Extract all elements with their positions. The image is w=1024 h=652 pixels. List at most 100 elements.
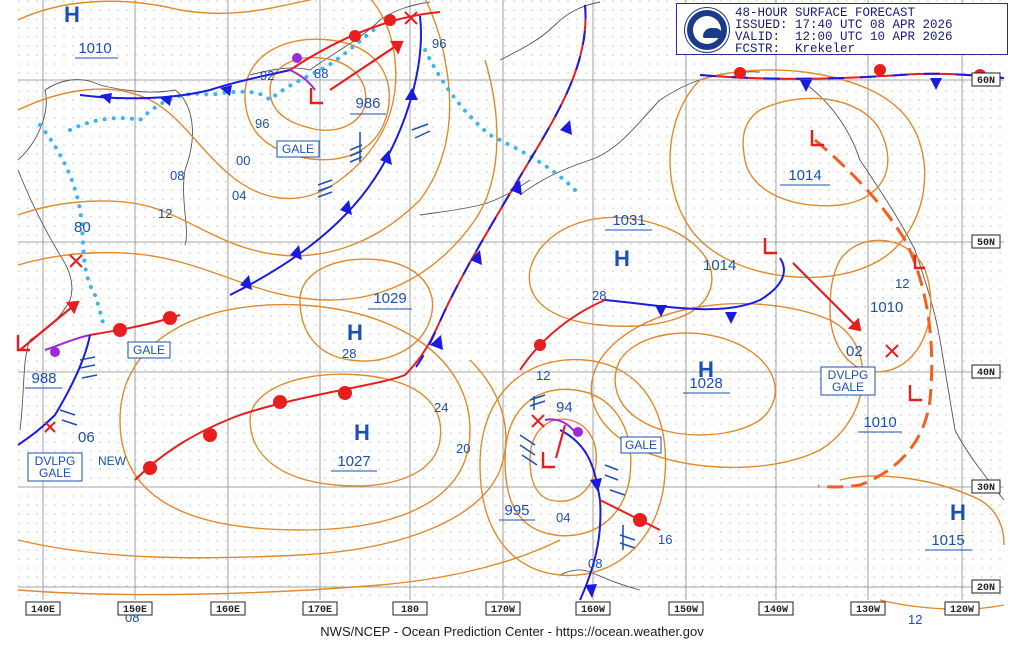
low-l-symbol bbox=[541, 452, 555, 469]
x-mark bbox=[404, 11, 418, 25]
isobar bbox=[119, 303, 471, 531]
occlusion-point bbox=[50, 347, 60, 357]
ice-edge-line bbox=[38, 123, 107, 332]
isobar bbox=[17, 359, 507, 559]
high-markers: H H H H H H bbox=[64, 2, 966, 525]
warm-front bbox=[289, 11, 441, 71]
cold-front-barb bbox=[220, 85, 232, 96]
cold-front-barb bbox=[100, 93, 112, 104]
wind-barb bbox=[619, 525, 636, 550]
cold-front-barb bbox=[725, 312, 737, 324]
dvlpg-text-coast: DVLPG bbox=[828, 368, 869, 382]
longitude-label-box bbox=[210, 601, 246, 616]
axis-labels: 140E 150E 160E 170E 180 170W 160W 150W 140W 130W 1… bbox=[25, 72, 1001, 616]
longitude-label: 140E bbox=[31, 605, 55, 616]
cold-front-barb bbox=[930, 78, 942, 90]
isobar bbox=[829, 239, 932, 373]
low-l-symbol bbox=[763, 238, 777, 255]
isobar bbox=[249, 373, 442, 487]
isobar bbox=[839, 475, 1005, 546]
longitude-label: 140W bbox=[764, 605, 788, 616]
cold-front-barb bbox=[590, 478, 602, 492]
low-pressure-coast: 1010 bbox=[863, 414, 896, 431]
low-pressure-japan: 988 bbox=[31, 370, 56, 387]
central-pressures: 1010 1029 1027 1031 1028 1015 986 988 99… bbox=[31, 40, 964, 549]
high-letter-ne: H bbox=[614, 246, 630, 271]
warm-front bbox=[519, 299, 606, 371]
isobar-label: 28 bbox=[592, 288, 606, 303]
cold-front-barb bbox=[240, 275, 252, 290]
wind-barb bbox=[529, 394, 546, 410]
gale-box bbox=[276, 140, 320, 158]
warm-front bbox=[599, 499, 661, 531]
longitude-label: 170E bbox=[308, 605, 332, 616]
wind-barb bbox=[59, 409, 78, 426]
isobar-label: 04 bbox=[556, 510, 570, 525]
isobar bbox=[529, 418, 597, 502]
isobar-label: 16 bbox=[658, 532, 672, 547]
gale-text-bering: GALE bbox=[282, 142, 314, 156]
gale-text-japan: GALE bbox=[133, 343, 165, 357]
high-pressure-nw: 1010 bbox=[78, 40, 111, 57]
latitude-label-box bbox=[971, 364, 1001, 379]
cold-front-barb bbox=[380, 150, 392, 165]
wind-barb bbox=[79, 356, 98, 379]
isobar bbox=[528, 216, 713, 327]
isobar bbox=[479, 358, 667, 577]
ice-edge-line bbox=[423, 48, 577, 192]
asia-coast bbox=[17, 169, 73, 431]
latitude-label-box bbox=[971, 479, 1001, 494]
north-america-coast bbox=[799, 79, 1005, 501]
cold-front-barb bbox=[655, 305, 667, 317]
chukotka-coast bbox=[249, 1, 431, 76]
cold-front-barb bbox=[470, 250, 482, 265]
latitude-label: 60N bbox=[977, 76, 995, 87]
longitude-label: 160W bbox=[581, 605, 605, 616]
cold-front bbox=[17, 334, 91, 446]
latitude-label-box bbox=[971, 234, 1001, 249]
cold-front-barb bbox=[560, 120, 572, 135]
isobar-label: 24 bbox=[434, 400, 448, 415]
high-pressure-ne: 1031 bbox=[612, 212, 645, 229]
noaa-logo bbox=[685, 8, 729, 52]
latitude-label-box bbox=[971, 72, 1001, 87]
header-title: 48-HOUR SURFACE FORECAST bbox=[735, 6, 916, 20]
low-l-symbol bbox=[908, 385, 922, 402]
isobar bbox=[17, 539, 561, 596]
stationary-front-cold bbox=[699, 72, 1005, 80]
cold-front-barb bbox=[585, 584, 597, 598]
high-pressure-e: 1028 bbox=[689, 375, 722, 392]
low-l-symbol bbox=[309, 88, 323, 105]
longitude-label: 170W bbox=[491, 605, 515, 616]
warm-front-bump bbox=[349, 30, 361, 42]
latitude-label: 40N bbox=[977, 368, 995, 379]
isobar-label: 12 bbox=[895, 276, 909, 291]
isobar-label: 12 bbox=[158, 206, 172, 221]
longitude-label: 180 bbox=[401, 605, 419, 616]
isobar-label: 88 bbox=[314, 66, 328, 81]
isobar-label: 12 bbox=[536, 368, 550, 383]
isobar-label: 94 bbox=[556, 399, 573, 416]
triple-points bbox=[50, 53, 583, 437]
low-pressure-alaska: 1014 bbox=[788, 167, 821, 184]
wind-barb bbox=[317, 179, 333, 198]
x-mark bbox=[531, 414, 545, 428]
cold-front-barb bbox=[510, 180, 522, 195]
arrowhead bbox=[66, 300, 80, 315]
warm-front-bump bbox=[273, 395, 287, 409]
warm-front-bump bbox=[534, 339, 546, 351]
pressure-underlines bbox=[25, 57, 972, 551]
cold-front bbox=[79, 69, 291, 100]
latitude-label: 20N bbox=[977, 583, 995, 594]
dvlpg-gale-text-coast: GALE bbox=[832, 380, 864, 394]
arrowhead bbox=[847, 317, 862, 332]
latitude-label: 50N bbox=[977, 238, 995, 249]
warm-front-bump bbox=[633, 513, 647, 527]
x-mark bbox=[69, 254, 83, 268]
longitude-label: 150E bbox=[123, 605, 147, 616]
longitude-label: 120W bbox=[950, 605, 974, 616]
isobar-label: 96 bbox=[432, 36, 446, 51]
track-arrow bbox=[19, 301, 79, 351]
high-letter-nw: H bbox=[64, 2, 80, 27]
